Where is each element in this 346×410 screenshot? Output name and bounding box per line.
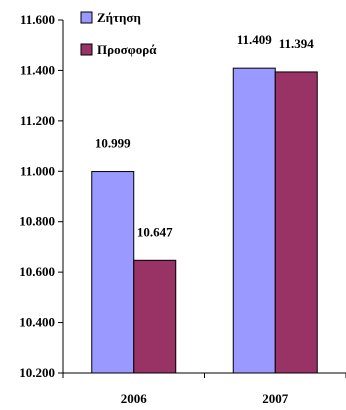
y-tick-label: 11.400	[20, 62, 55, 77]
legend-swatch	[80, 43, 93, 56]
y-tick-label: 11.200	[20, 113, 55, 128]
bar-demand-2006	[91, 171, 135, 374]
data-label: 10.999	[95, 136, 131, 151]
x-tick-label: 2006	[121, 391, 148, 406]
x-axis: 2006 2007	[62, 372, 346, 406]
bar-demand-2007	[232, 67, 276, 374]
y-tick-label: 11.600	[20, 12, 55, 27]
legend: Ζήτηση Προσφορά	[80, 10, 157, 57]
data-labels: 10.999 10.647 11.409 11.394	[95, 32, 314, 239]
legend-label: Προσφορά	[97, 42, 157, 57]
y-tick-label: 11.000	[20, 163, 55, 178]
legend-swatch	[80, 11, 93, 24]
y-tick-label: 10.200	[19, 365, 55, 380]
y-tick-label: 10.800	[19, 214, 55, 229]
data-label: 10.647	[137, 224, 173, 239]
y-tick-label: 10.600	[19, 264, 55, 279]
bar-supply-2007	[274, 71, 318, 374]
y-axis: 10.200 10.400 10.600 10.800 11.000 11.200 11.4…	[19, 12, 64, 380]
data-label: 11.409	[237, 32, 273, 47]
bars	[91, 67, 318, 374]
bar-supply-2006	[133, 259, 177, 374]
x-tick-label: 2007	[262, 391, 289, 406]
data-label: 11.394	[279, 36, 315, 51]
legend-label: Ζήτηση	[97, 10, 141, 25]
y-tick-label: 10.400	[19, 315, 55, 330]
